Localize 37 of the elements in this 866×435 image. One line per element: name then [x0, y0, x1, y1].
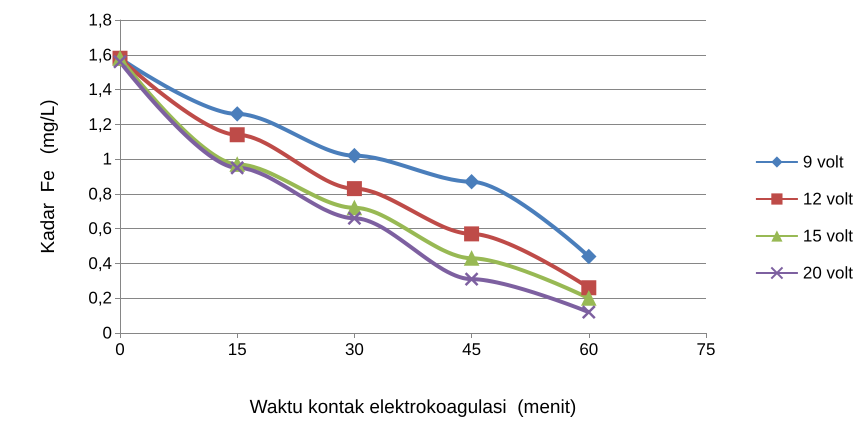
y-tick-label: 1 [102, 150, 112, 169]
y-tick-label: 0,6 [88, 219, 112, 238]
point [464, 272, 479, 286]
x-tick-label: 15 [228, 340, 247, 359]
x-tick-label: 45 [462, 340, 482, 359]
point [112, 54, 128, 69]
legend-label: 12 volt [802, 190, 854, 208]
point [581, 290, 596, 306]
point [346, 148, 362, 164]
point [582, 304, 596, 320]
point [464, 226, 480, 242]
x-tick-label: 0 [115, 340, 125, 359]
legend-label: 9 volt [802, 152, 844, 172]
y-axis-title: Kadar Fe (mg/L) [38, 99, 59, 254]
y-tick-label: 1,6 [88, 45, 112, 64]
point [346, 181, 362, 196]
y-tick-label: 1,2 [88, 114, 112, 134]
x-tick-label: 30 [344, 340, 364, 359]
y-tick-label: 0,8 [88, 184, 112, 204]
x-tick-label: 75 [696, 340, 716, 359]
point [464, 174, 480, 190]
point [464, 250, 480, 266]
point [581, 280, 596, 296]
legend-label: 15 volt [802, 226, 854, 246]
point [581, 248, 596, 264]
point [230, 160, 244, 176]
y-tick-label: 0,4 [88, 254, 112, 273]
point [230, 127, 245, 142]
point [347, 210, 362, 226]
y-tick-label: 0,2 [88, 288, 112, 308]
x-axis-title: Waktu kontak elektrokoagulasi (menit) [250, 397, 576, 418]
y-tick-label: 0 [102, 324, 112, 342]
y-tick-label: 1,8 [88, 10, 112, 30]
y-tick-label: 1,4 [88, 80, 112, 100]
legend-label: 20 volt [802, 264, 854, 282]
point [230, 106, 245, 122]
x-tick-label: 60 [579, 340, 598, 359]
